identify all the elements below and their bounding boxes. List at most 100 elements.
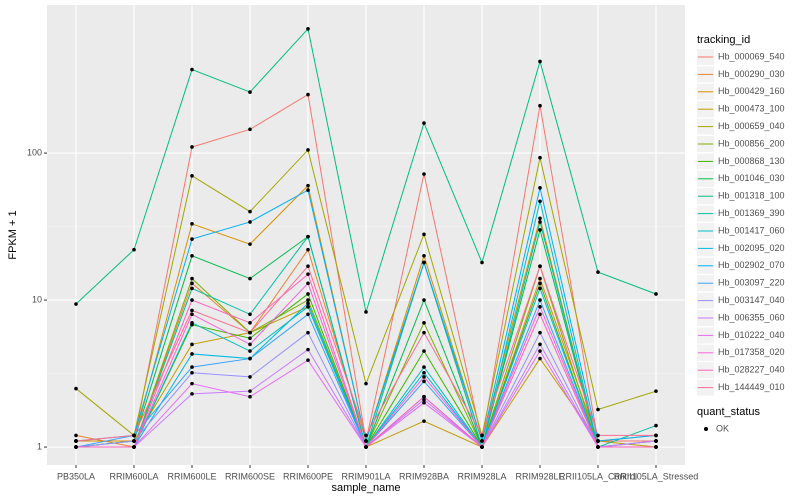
x-tick-label: RRIM901LA xyxy=(341,471,390,481)
data-point xyxy=(74,433,78,438)
data-point xyxy=(538,103,542,108)
data-point xyxy=(422,260,426,265)
data-point xyxy=(248,312,252,317)
data-point xyxy=(306,234,310,239)
x-tick-label: PB350LA xyxy=(57,471,95,481)
data-point xyxy=(74,302,78,306)
data-point xyxy=(538,59,542,64)
data-point xyxy=(422,375,426,379)
data-point xyxy=(190,67,194,72)
data-point xyxy=(306,264,310,268)
data-point xyxy=(422,349,426,353)
data-point xyxy=(422,298,426,302)
x-tick-label: RRIM928LA xyxy=(457,471,506,481)
data-point xyxy=(306,330,310,335)
data-point xyxy=(422,397,426,402)
data-point xyxy=(654,292,658,296)
data-point xyxy=(190,312,194,317)
data-point xyxy=(248,276,252,281)
legend-title: tracking_id xyxy=(697,34,750,46)
legend-label: Hb_000856_200 xyxy=(718,138,785,148)
data-point xyxy=(190,321,194,325)
data-point xyxy=(306,188,310,192)
data-point xyxy=(538,155,542,160)
legend-label: Hb_001046_030 xyxy=(718,173,785,183)
data-point xyxy=(480,445,484,449)
data-point xyxy=(132,445,136,449)
legend-label: Hb_144449_010 xyxy=(718,382,785,392)
data-point xyxy=(364,381,368,386)
data-point xyxy=(538,264,542,268)
data-point xyxy=(248,389,252,393)
data-point xyxy=(654,439,658,443)
data-point xyxy=(654,389,658,393)
data-point xyxy=(654,423,658,428)
legend-label: Hb_000659_040 xyxy=(718,121,785,131)
legend-label: Hb_010222_040 xyxy=(718,330,785,340)
legend-label: Hb_000473_100 xyxy=(718,104,785,114)
data-point xyxy=(538,281,542,286)
y-tick-label: 1 xyxy=(37,441,42,451)
data-point xyxy=(248,220,252,224)
data-point xyxy=(654,433,658,438)
legend-label: Hb_000429_160 xyxy=(718,86,785,96)
data-point xyxy=(306,281,310,286)
x-tick-label: RRIM600LE xyxy=(167,471,216,481)
data-point xyxy=(248,375,252,379)
data-point xyxy=(422,121,426,125)
data-point xyxy=(364,433,368,438)
data-point xyxy=(538,349,542,353)
x-axis-title: sample_name xyxy=(331,482,400,494)
data-point xyxy=(248,336,252,341)
y-tick-label: 100 xyxy=(27,147,42,157)
legend-label: Hb_001417_060 xyxy=(718,225,785,235)
x-tick-label: RRIM928BA xyxy=(399,471,449,481)
data-point xyxy=(422,365,426,369)
legend-label: Hb_028227_040 xyxy=(718,365,785,375)
data-point xyxy=(132,433,136,438)
data-point xyxy=(190,281,194,286)
data-point xyxy=(422,401,426,405)
legend-label: Hb_003147_040 xyxy=(718,295,785,305)
data-point xyxy=(654,445,658,449)
data-point xyxy=(248,330,252,335)
data-point xyxy=(248,90,252,94)
data-point xyxy=(190,237,194,241)
data-point xyxy=(422,172,426,176)
data-point xyxy=(306,292,310,296)
y-tick-label: 10 xyxy=(32,294,42,304)
data-point xyxy=(538,330,542,335)
data-point xyxy=(538,199,542,204)
data-point xyxy=(480,433,484,438)
data-point xyxy=(248,209,252,214)
data-point xyxy=(248,242,252,246)
data-point xyxy=(596,445,600,449)
legend-label: Hb_003097_220 xyxy=(718,278,785,288)
data-point xyxy=(248,321,252,325)
data-point xyxy=(596,407,600,412)
data-point xyxy=(422,330,426,335)
data-point xyxy=(190,145,194,149)
data-point xyxy=(538,228,542,232)
x-tick-label: RRII105LA_Stressed xyxy=(614,471,699,481)
data-point xyxy=(538,312,542,317)
data-point xyxy=(306,312,310,317)
data-point xyxy=(190,381,194,386)
legend-label: Hb_000290_030 xyxy=(718,69,785,79)
data-point xyxy=(538,216,542,221)
data-point xyxy=(190,276,194,281)
data-point xyxy=(306,148,310,152)
data-point xyxy=(190,392,194,396)
data-point xyxy=(422,371,426,375)
data-point xyxy=(248,349,252,353)
data-point xyxy=(306,183,310,188)
data-point xyxy=(596,433,600,438)
data-point xyxy=(248,356,252,361)
data-point xyxy=(422,254,426,258)
data-point xyxy=(480,439,484,443)
data-point xyxy=(538,298,542,302)
data-point xyxy=(190,352,194,356)
data-point xyxy=(538,304,542,309)
data-point xyxy=(306,304,310,309)
